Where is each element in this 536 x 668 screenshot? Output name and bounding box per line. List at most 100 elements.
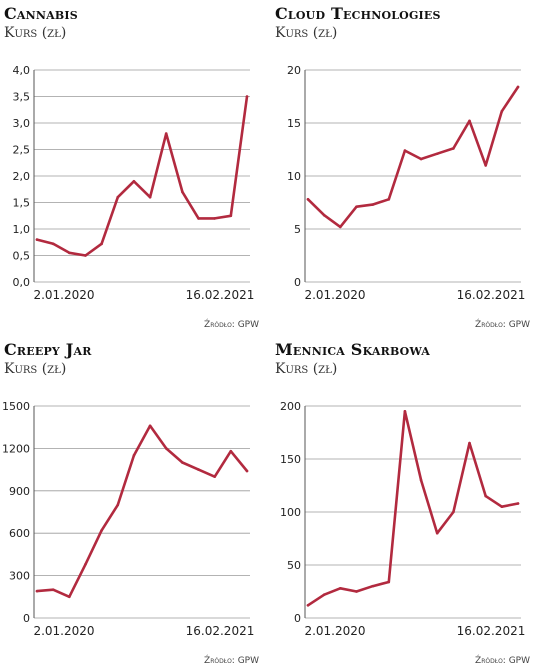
source-note: Źródło: GPW [204, 320, 259, 330]
data-point [387, 580, 391, 584]
y-tick-label: 5 [294, 223, 301, 236]
y-tick-label: 1200 [2, 442, 30, 455]
x-tick-label: 2.01.2020 [33, 288, 94, 302]
data-point [197, 217, 200, 220]
x-tick-label: 2.01.2020 [304, 624, 365, 638]
data-point [419, 478, 423, 482]
y-tick-label: 3,5 [13, 91, 31, 104]
chart-subtitle: Kurs (zł) [4, 361, 67, 377]
data-point [371, 584, 374, 588]
data-point [116, 195, 120, 199]
series-line [306, 409, 520, 607]
data-point [306, 603, 310, 607]
y-tick-label: 2,5 [13, 144, 31, 157]
series-line [35, 95, 249, 257]
data-point [516, 85, 520, 89]
y-tick-label: 600 [9, 527, 30, 540]
data-point [229, 449, 233, 453]
x-tick-label: 16.02.2021 [186, 288, 255, 302]
y-tick-label: 1,0 [13, 223, 31, 236]
data-point [51, 242, 55, 246]
data-point [100, 242, 103, 246]
x-tick-label: 2.01.2020 [304, 288, 365, 302]
data-point [35, 589, 39, 593]
data-point [355, 590, 358, 593]
data-point [84, 254, 87, 257]
data-point [452, 510, 455, 514]
data-point [484, 494, 487, 498]
data-point [484, 164, 487, 167]
y-tick-label: 15 [287, 117, 301, 130]
data-point [164, 447, 168, 450]
y-tick-label: 3,0 [13, 117, 31, 130]
y-tick-label: 150 [280, 453, 301, 466]
series-line [35, 424, 249, 599]
data-point [435, 531, 439, 535]
chart-panel-mennica-skarbowa: Mennica Skarbowa Kurs (zł) 0 50 100 150 200 2… [271, 336, 536, 666]
data-point [419, 157, 423, 161]
data-point [371, 203, 374, 206]
y-tick-label: 2,0 [13, 170, 31, 183]
data-point [339, 587, 342, 590]
data-point [68, 595, 71, 599]
data-point [435, 152, 439, 156]
data-point [355, 205, 358, 209]
data-point [213, 475, 216, 478]
x-tick-label: 2.01.2020 [33, 624, 94, 638]
data-point [35, 238, 39, 241]
data-point [164, 132, 168, 135]
data-point [197, 468, 200, 471]
data-point [213, 217, 216, 220]
chart-title: Mennica Skarbowa [275, 340, 431, 359]
chart-panel-creepy-jar: Creepy Jar Kurs (zł) 0 300 600 900 1200 1500 2… [0, 336, 265, 666]
chart-panel-cloud-technologies: Cloud Technologies Kurs (zł) 0 5 10 15 20 2.0… [271, 0, 536, 330]
data-point [181, 461, 184, 464]
data-point [468, 441, 471, 445]
source-note: Źródło: GPW [204, 656, 259, 666]
data-point [403, 410, 407, 413]
y-tick-label: 10 [287, 170, 301, 183]
data-point [500, 110, 504, 113]
data-point [132, 454, 136, 457]
data-point [468, 119, 471, 123]
source-note: Źródło: GPW [475, 320, 530, 330]
y-tick-label: 0,5 [13, 250, 31, 263]
data-point [322, 213, 326, 217]
line-chart-cannabis: 0,0 0,5 1,0 1,5 2,0 2,5 3,0 3,5 4,0 2.01.2020 16.0… [13, 64, 255, 302]
data-point [452, 147, 455, 150]
y-tick-label: 20 [287, 64, 301, 77]
data-point [116, 503, 120, 507]
data-point [500, 505, 504, 508]
chart-subtitle: Kurs (zł) [275, 25, 338, 41]
data-point [403, 149, 407, 152]
chart-panel-cannabis: Cannabis Kurs (zł) 0,0 0,5 1,0 1,5 2,0 2,5 3,0… [0, 0, 265, 330]
x-tick-label: 16.02.2021 [457, 624, 526, 638]
data-point [148, 195, 152, 199]
data-point [306, 198, 310, 201]
line-chart-cloud-technologies: 0 5 10 15 20 2.01.2020 16.02.2021 [287, 64, 526, 302]
data-point [387, 198, 391, 201]
chart-title: Cannabis [4, 4, 78, 23]
chart-subtitle: Kurs (zł) [275, 361, 338, 377]
chart-subtitle: Kurs (zł) [4, 25, 67, 41]
line-chart-mennica-skarbowa: 0 50 100 150 200 2.01.2020 16.02.2021 [280, 400, 526, 638]
y-tick-label: 900 [9, 485, 30, 498]
y-tick-label: 100 [280, 506, 301, 519]
data-point [229, 214, 233, 218]
x-tick-label: 16.02.2021 [457, 288, 526, 302]
x-tick-label: 16.02.2021 [186, 624, 255, 638]
data-point [245, 95, 249, 98]
y-tick-label: 50 [287, 559, 301, 572]
data-point [322, 593, 326, 596]
source-note: Źródło: GPW [475, 656, 530, 666]
data-point [516, 502, 520, 505]
line-chart-creepy-jar: 0 300 600 900 1200 1500 2.01.2020 16.02.2021 [2, 400, 255, 638]
series-line [306, 85, 520, 229]
data-point [245, 469, 249, 473]
chart-title: Creepy Jar [4, 340, 92, 359]
y-tick-label: 1,5 [13, 197, 31, 210]
data-point [148, 424, 152, 428]
data-point [68, 251, 71, 255]
y-tick-label: 4,0 [13, 64, 31, 77]
data-point [339, 225, 342, 229]
